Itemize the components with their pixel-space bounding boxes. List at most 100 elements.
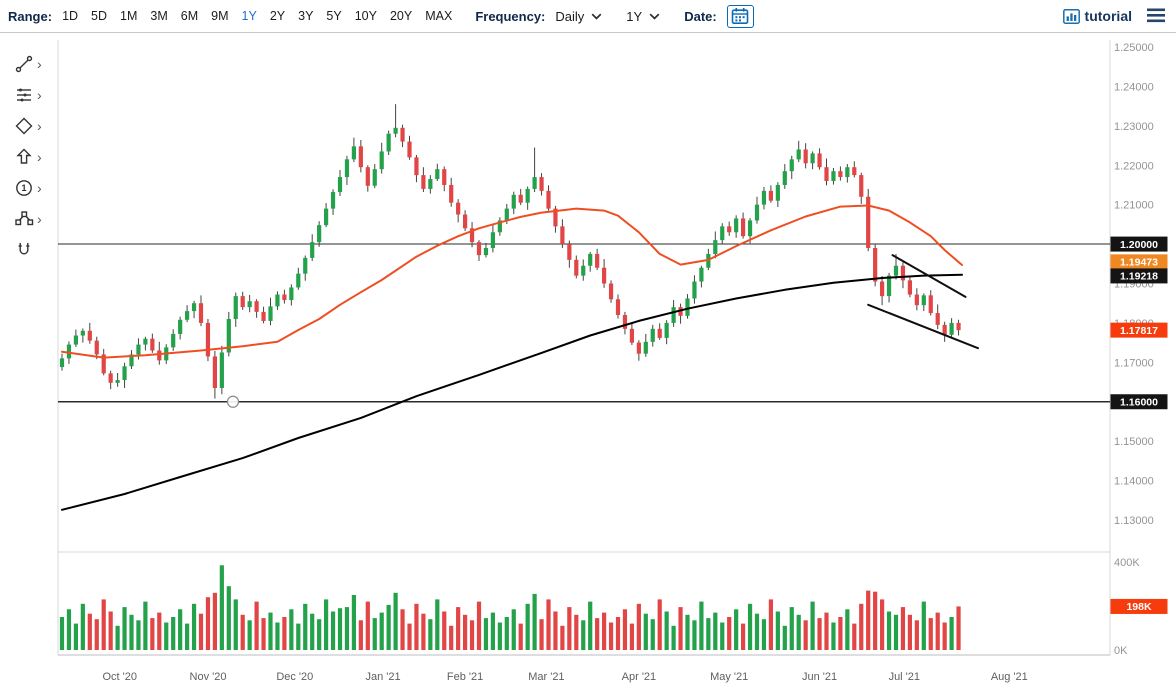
range-option-1y[interactable]: 1Y [241, 9, 257, 23]
axis-badge-label: 1.19473 [1120, 257, 1158, 269]
range-option-5d[interactable]: 5D [91, 9, 108, 23]
candle-body [685, 298, 690, 316]
frequency-dropdown[interactable]: Daily [555, 9, 602, 24]
range-option-max[interactable]: MAX [425, 9, 453, 23]
volume-bar [101, 599, 106, 650]
submenu-chevron-icon: › [37, 211, 42, 227]
volume-bar [233, 599, 238, 650]
candle-body [73, 335, 78, 345]
candle-body [907, 280, 912, 295]
submenu-chevron-icon: › [37, 118, 42, 134]
candle-body [532, 177, 537, 189]
candle-body [94, 340, 99, 355]
trend-line-drawing[interactable] [867, 303, 980, 350]
axis-badge-label: 198K [1126, 601, 1152, 613]
candle-body [178, 319, 183, 334]
volume-bar [310, 613, 315, 650]
volume-bar [650, 619, 655, 650]
candle-body [456, 202, 461, 215]
volume-bar [518, 623, 523, 650]
range-option-3m[interactable]: 3M [150, 9, 168, 23]
submenu-chevron-icon: › [37, 56, 42, 72]
drawing-handle[interactable] [226, 395, 240, 408]
submenu-chevron-icon: › [37, 149, 42, 165]
candle-body [504, 208, 509, 221]
volume-bar [421, 613, 426, 650]
candle-body [351, 146, 356, 160]
candle-body [275, 294, 280, 307]
range-option-20y[interactable]: 20Y [389, 9, 413, 23]
candle-body [914, 294, 919, 306]
shapes-tool[interactable]: › [14, 115, 42, 137]
month-label: Aug '21 [991, 671, 1028, 683]
volume-bar [407, 623, 412, 650]
candle-body [782, 171, 787, 185]
range-option-1d[interactable]: 1D [62, 9, 79, 23]
candle-body [678, 307, 683, 316]
volume-bar [428, 619, 433, 650]
period-dropdown[interactable]: 1Y [626, 9, 660, 24]
range-option-6m[interactable]: 6M [180, 9, 199, 23]
volume-bar [831, 622, 836, 650]
annotations-tool[interactable]: 1 › [14, 177, 42, 199]
patterns-tool-icon [15, 211, 34, 226]
range-option-2y[interactable]: 2Y [269, 9, 286, 23]
menu-button[interactable] [1146, 6, 1166, 26]
candle-body [852, 167, 857, 176]
volume-axis-label: 400K [1114, 557, 1140, 569]
volume-bar [400, 609, 405, 650]
patterns-tool[interactable]: › [14, 208, 42, 230]
range-option-5y[interactable]: 5Y [326, 9, 342, 23]
volume-bar [219, 565, 224, 650]
candle-body [727, 226, 732, 233]
volume-bar [907, 614, 912, 650]
candle-body [171, 333, 176, 348]
range-option-1m[interactable]: 1M [120, 9, 138, 23]
candle-body [205, 322, 211, 357]
volume-bar [539, 619, 544, 650]
volume-bar [615, 617, 621, 650]
candle-body [949, 322, 954, 335]
candle-body [66, 344, 72, 359]
candle-body [608, 283, 614, 300]
candle-body [581, 265, 586, 276]
candle-body [157, 350, 162, 361]
volume-bar [511, 609, 516, 650]
volume-bar [581, 620, 586, 650]
trend-line-drawing[interactable] [891, 254, 967, 298]
candle-body [317, 225, 322, 243]
arrows-tool[interactable]: › [14, 146, 42, 168]
candle-body [615, 299, 621, 316]
candle-body [886, 275, 892, 297]
range-option-3y[interactable]: 3Y [298, 9, 314, 23]
candle-body [129, 354, 134, 367]
candle-body [358, 146, 363, 168]
axis-badges: 1.20000 1.19473 1.19218 1.17817 1.16000 198K [1110, 236, 1168, 614]
range-option-10y[interactable]: 10Y [354, 9, 377, 23]
candle-body [866, 196, 871, 249]
candle-body [824, 167, 829, 182]
fibonacci-lines-tool[interactable]: › [14, 84, 42, 106]
candle-body [414, 157, 419, 176]
volume-bar [164, 622, 169, 650]
annotations-tool-icon: 1 [16, 180, 32, 196]
volume-bar [136, 620, 141, 650]
axis-badge [1110, 254, 1168, 270]
chevron-down-icon [649, 13, 660, 20]
candle-body [191, 303, 197, 312]
volume-bar [928, 618, 933, 650]
volume-bar [525, 603, 530, 650]
candle-body [643, 341, 648, 354]
range-option-9m[interactable]: 9M [211, 9, 229, 23]
candle-body [831, 171, 836, 182]
trend-line-tool[interactable]: › [14, 53, 42, 75]
date-picker-button[interactable] [726, 4, 754, 28]
price-axis: 1.250001.240001.230001.220001.210001.200… [1114, 42, 1154, 527]
volume-bar [372, 618, 377, 650]
volume-bar [205, 597, 211, 650]
volume-bar [268, 612, 273, 650]
candle-body [810, 153, 815, 164]
candle-body [775, 184, 780, 201]
candle-body [880, 281, 885, 297]
magnet-tool[interactable] [14, 239, 42, 261]
